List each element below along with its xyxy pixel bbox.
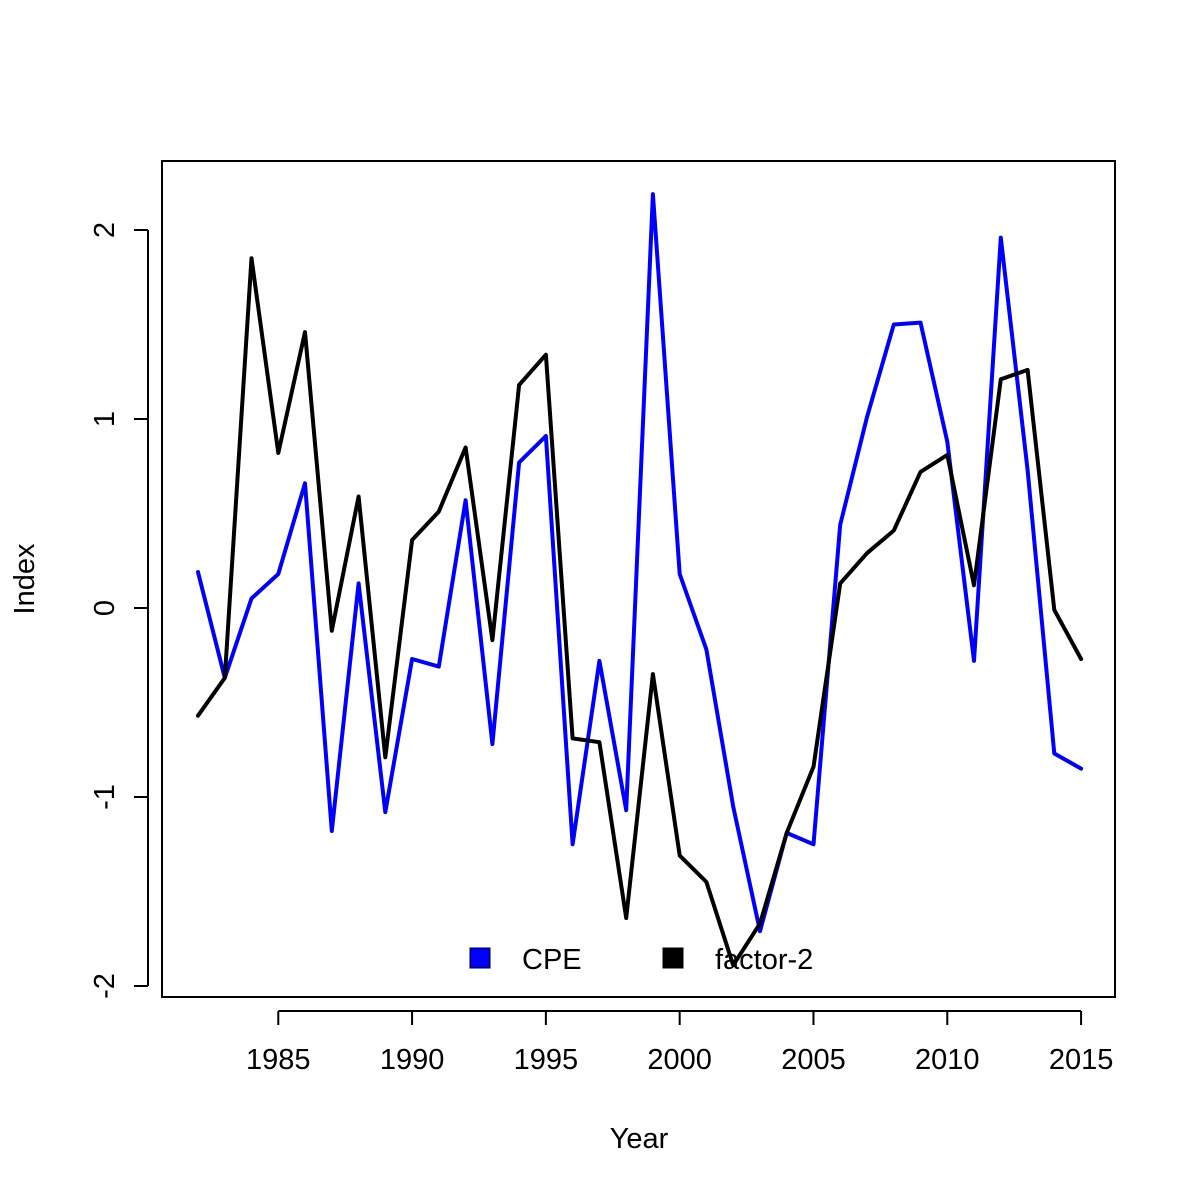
x-axis-title: Year [610, 1123, 669, 1155]
y-axis-title: Index [9, 543, 41, 614]
x-tick-label: 1990 [380, 1044, 445, 1076]
series-layer [196, 192, 1084, 968]
x-tick-label: 1985 [246, 1044, 311, 1076]
x-tick-label: 1995 [514, 1044, 579, 1076]
y-tick-label: -2 [89, 973, 121, 999]
y-tick-label: -1 [89, 784, 121, 810]
legend-swatch [469, 947, 491, 969]
y-axis: -2 -1 0 1 2 [89, 222, 149, 999]
legend: CPE factor-2 [469, 944, 813, 976]
legend-label: CPE [522, 944, 582, 976]
legend-label: factor-2 [715, 944, 813, 976]
x-tick-label: 2015 [1049, 1044, 1114, 1076]
series-line-0 [196, 192, 1084, 934]
x-tick-label: 2000 [647, 1044, 712, 1076]
legend-swatch [662, 947, 684, 969]
x-tick-label: 2005 [781, 1044, 846, 1076]
x-tick-label: 2010 [915, 1044, 980, 1076]
x-axis: 1985 1990 1995 2000 2005 2010 2015 [246, 1010, 1114, 1076]
y-tick-label: 0 [89, 600, 121, 616]
plot-frame [161, 160, 1116, 998]
y-tick-label: 2 [89, 222, 121, 238]
series-line-1 [196, 256, 1084, 968]
y-tick-label: 1 [89, 411, 121, 427]
